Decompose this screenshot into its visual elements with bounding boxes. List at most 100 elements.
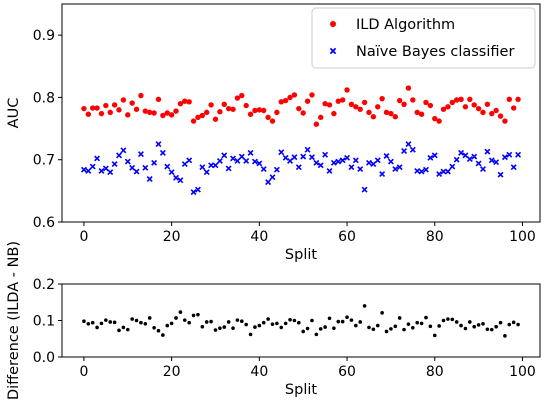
data-point xyxy=(370,114,377,120)
data-point xyxy=(331,110,337,117)
data-point xyxy=(120,147,127,154)
legend-label: Naïve Bayes classifier xyxy=(356,44,514,60)
data-point xyxy=(139,320,143,325)
data-point xyxy=(432,115,438,122)
data-point xyxy=(354,323,358,328)
data-point xyxy=(282,154,289,161)
data-point xyxy=(107,169,114,176)
data-point xyxy=(129,164,136,171)
data-point xyxy=(453,97,460,103)
legend-box xyxy=(311,7,536,69)
data-point xyxy=(108,320,113,324)
data-point xyxy=(230,155,236,162)
data-point xyxy=(480,166,486,173)
y-axis-label: Difference (ILDA - NB) xyxy=(6,241,22,400)
data-point xyxy=(212,162,219,169)
data-point xyxy=(190,189,197,196)
x-tick-label: 0 xyxy=(79,229,88,245)
data-point xyxy=(146,176,153,182)
data-point xyxy=(402,327,406,332)
data-point xyxy=(274,109,280,116)
data-point xyxy=(410,97,416,103)
data-point xyxy=(130,317,134,321)
data-point xyxy=(138,92,144,99)
data-point xyxy=(454,320,459,324)
data-point xyxy=(147,109,153,116)
data-point xyxy=(107,109,113,116)
data-point xyxy=(484,101,491,107)
data-point xyxy=(291,154,298,161)
data-point xyxy=(177,100,184,107)
data-point xyxy=(151,159,158,166)
data-point xyxy=(269,174,276,181)
data-point xyxy=(471,102,477,108)
data-point xyxy=(165,323,170,328)
data-point xyxy=(86,321,91,326)
data-point xyxy=(396,97,403,104)
data-point xyxy=(257,323,262,328)
data-point xyxy=(348,101,355,107)
data-point xyxy=(488,157,495,164)
data-point xyxy=(203,169,210,176)
y-tick-label: 0.8 xyxy=(33,90,55,106)
data-point xyxy=(273,166,280,173)
data-point xyxy=(458,96,464,102)
data-point xyxy=(234,95,241,101)
data-point xyxy=(265,114,271,121)
data-point xyxy=(352,157,359,164)
data-point xyxy=(125,112,131,118)
x-tick-label: 80 xyxy=(426,364,444,380)
data-point xyxy=(120,97,127,103)
data-point xyxy=(181,161,188,168)
data-point xyxy=(497,171,504,178)
data-point xyxy=(287,94,293,101)
x-tick-label: 100 xyxy=(509,229,536,245)
data-point xyxy=(339,97,346,103)
data-point xyxy=(173,174,179,181)
data-point xyxy=(182,318,187,322)
data-point xyxy=(133,168,140,175)
data-point xyxy=(313,121,320,127)
x-tick-label: 40 xyxy=(250,364,268,380)
data-point xyxy=(431,152,438,159)
data-point xyxy=(510,105,517,111)
data-point xyxy=(353,104,359,110)
data-point xyxy=(305,326,310,331)
x-tick-label: 0 xyxy=(79,364,88,380)
data-point xyxy=(226,320,231,324)
data-point xyxy=(476,323,481,327)
data-point xyxy=(174,316,178,320)
data-point xyxy=(217,109,223,115)
data-point xyxy=(344,154,351,161)
x-axis-label: Split xyxy=(285,382,317,398)
data-point xyxy=(327,316,332,321)
data-point xyxy=(335,98,341,104)
data-point xyxy=(304,146,311,153)
data-point xyxy=(475,105,482,112)
data-point xyxy=(493,159,500,166)
data-point xyxy=(82,319,86,324)
data-point xyxy=(414,167,421,174)
data-point xyxy=(379,171,386,178)
data-point xyxy=(291,92,298,98)
data-point xyxy=(515,151,522,158)
data-point xyxy=(326,102,333,108)
data-point xyxy=(208,162,215,169)
data-point xyxy=(444,168,451,175)
data-point xyxy=(213,328,218,332)
data-point xyxy=(80,166,87,173)
data-point xyxy=(252,107,258,114)
data-point xyxy=(392,114,398,120)
data-point xyxy=(247,149,254,156)
data-point xyxy=(498,320,503,325)
data-point xyxy=(318,327,323,331)
data-point xyxy=(102,165,109,172)
data-point xyxy=(304,98,311,104)
data-point xyxy=(502,118,508,124)
data-point xyxy=(178,310,183,314)
data-point xyxy=(480,109,486,116)
data-point xyxy=(296,105,302,112)
data-point xyxy=(330,159,337,166)
data-point xyxy=(462,104,469,110)
